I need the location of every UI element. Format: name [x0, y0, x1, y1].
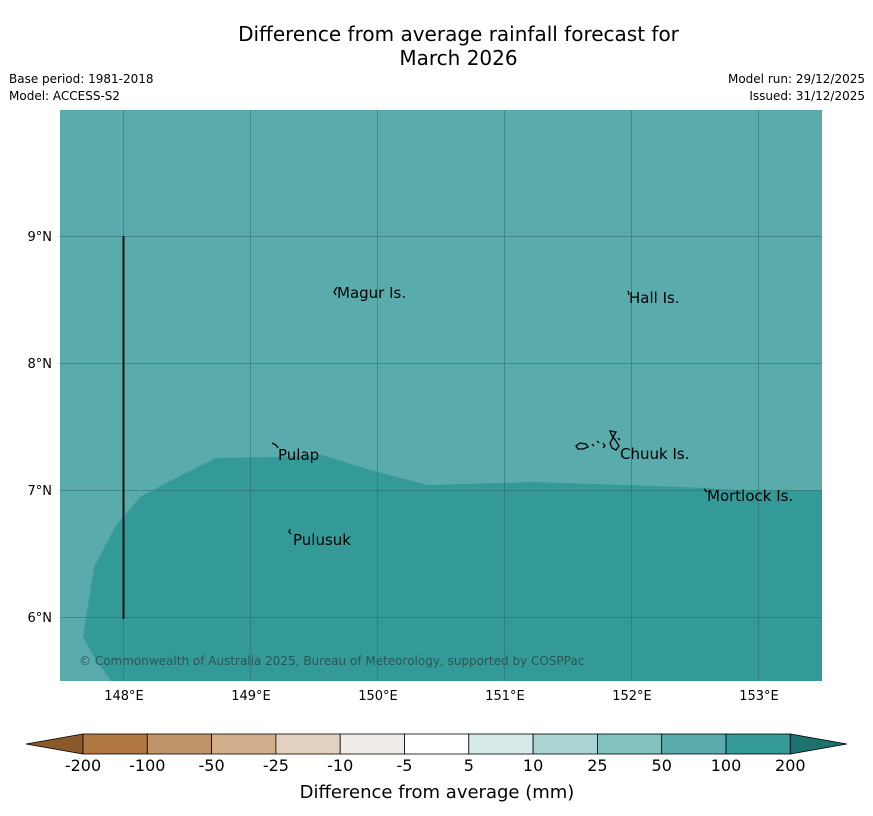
rainfall-region-100-200 — [83, 455, 822, 681]
lon-label-152e: 152°E — [612, 689, 652, 704]
title-line-2: March 2026 — [399, 46, 518, 70]
colorbar-tick-label: 50 — [652, 756, 672, 775]
map-title: Difference from average rainfall forecas… — [0, 22, 873, 70]
colorbar-tick-label: -200 — [65, 756, 101, 775]
place-label-hall: Hall Is. — [629, 289, 680, 307]
colorbar-tick-label: 100 — [711, 756, 742, 775]
lat-label-6n: 6°N — [28, 611, 53, 626]
colorbar-tick-label: 10 — [523, 756, 543, 775]
colorbar-segment — [404, 733, 470, 755]
lon-label-153e: 153°E — [739, 689, 779, 704]
colorbar-segment — [725, 733, 791, 755]
colorbar-extend-low — [25, 733, 84, 755]
lat-label-8n: 8°N — [28, 357, 53, 372]
colorbar-tick-label: -10 — [327, 756, 353, 775]
colorbar-segment — [146, 733, 213, 755]
colorbar: -200 -100 -50 -25 -10 -5 5 10 25 50 100 200 — [25, 733, 848, 775]
colorbar-tick-label: 5 — [464, 756, 474, 775]
colorbar-tick-label: -5 — [397, 756, 413, 775]
copyright-notice: © Commonwealth of Australia 2025, Bureau… — [79, 654, 584, 668]
colorbar-segment — [468, 733, 534, 755]
model-name: Model: ACCESS-S2 — [9, 89, 121, 103]
island-pulusuk-outline — [288, 528, 292, 535]
meta-left: Base period: 1981-2018 Model: ACCESS-S2 — [9, 71, 154, 105]
colorbar-extend-high — [789, 733, 848, 755]
colorbar-segment — [597, 733, 663, 755]
colorbar-segment — [275, 733, 341, 755]
lon-label-149e: 149°E — [231, 689, 271, 704]
place-label-magur: Magur Is. — [337, 284, 406, 302]
colorbar-segment — [532, 733, 598, 755]
lat-label-9n: 9°N — [28, 230, 53, 245]
island-hall-outline — [627, 290, 630, 296]
place-label-pulusuk: Pulusuk — [293, 531, 351, 549]
island-outlines — [271, 286, 708, 535]
colorbar-segment — [82, 733, 148, 755]
lon-label-150e: 150°E — [358, 689, 398, 704]
colorbar-tick-label: -50 — [199, 756, 225, 775]
island-magur-outline — [333, 286, 338, 296]
colorbar-tick-label: 25 — [587, 756, 607, 775]
model-run: Model run: 29/12/2025 — [727, 72, 865, 86]
colorbar-segment — [339, 733, 405, 755]
lat-label-7n: 7°N — [28, 484, 53, 499]
colorbar-tick-label: 200 — [775, 756, 806, 775]
colorbar-segment — [661, 733, 727, 755]
lon-label-151e: 151°E — [485, 689, 525, 704]
place-label-chuuk: Chuuk Is. — [620, 445, 689, 463]
colorbar-tick-label: -25 — [263, 756, 289, 775]
meta-right: Model run: 29/12/2025 Issued: 31/12/2025 — [728, 71, 865, 105]
place-label-mortlock: Mortlock Is. — [707, 487, 793, 505]
island-mortlock-outline — [703, 488, 708, 493]
colorbar-tick-label: -100 — [129, 756, 165, 775]
place-label-pulap: Pulap — [278, 446, 319, 464]
title-line-1: Difference from average rainfall forecas… — [238, 22, 679, 46]
issued-date: Issued: 31/12/2025 — [749, 89, 865, 103]
island-chuuk-outline — [575, 430, 621, 451]
colorbar-segment — [211, 733, 277, 755]
lon-label-148e: 148°E — [104, 689, 144, 704]
base-period: Base period: 1981-2018 — [9, 72, 154, 86]
island-pulap-outline — [271, 442, 279, 449]
colorbar-title: Difference from average (mm) — [300, 782, 575, 803]
